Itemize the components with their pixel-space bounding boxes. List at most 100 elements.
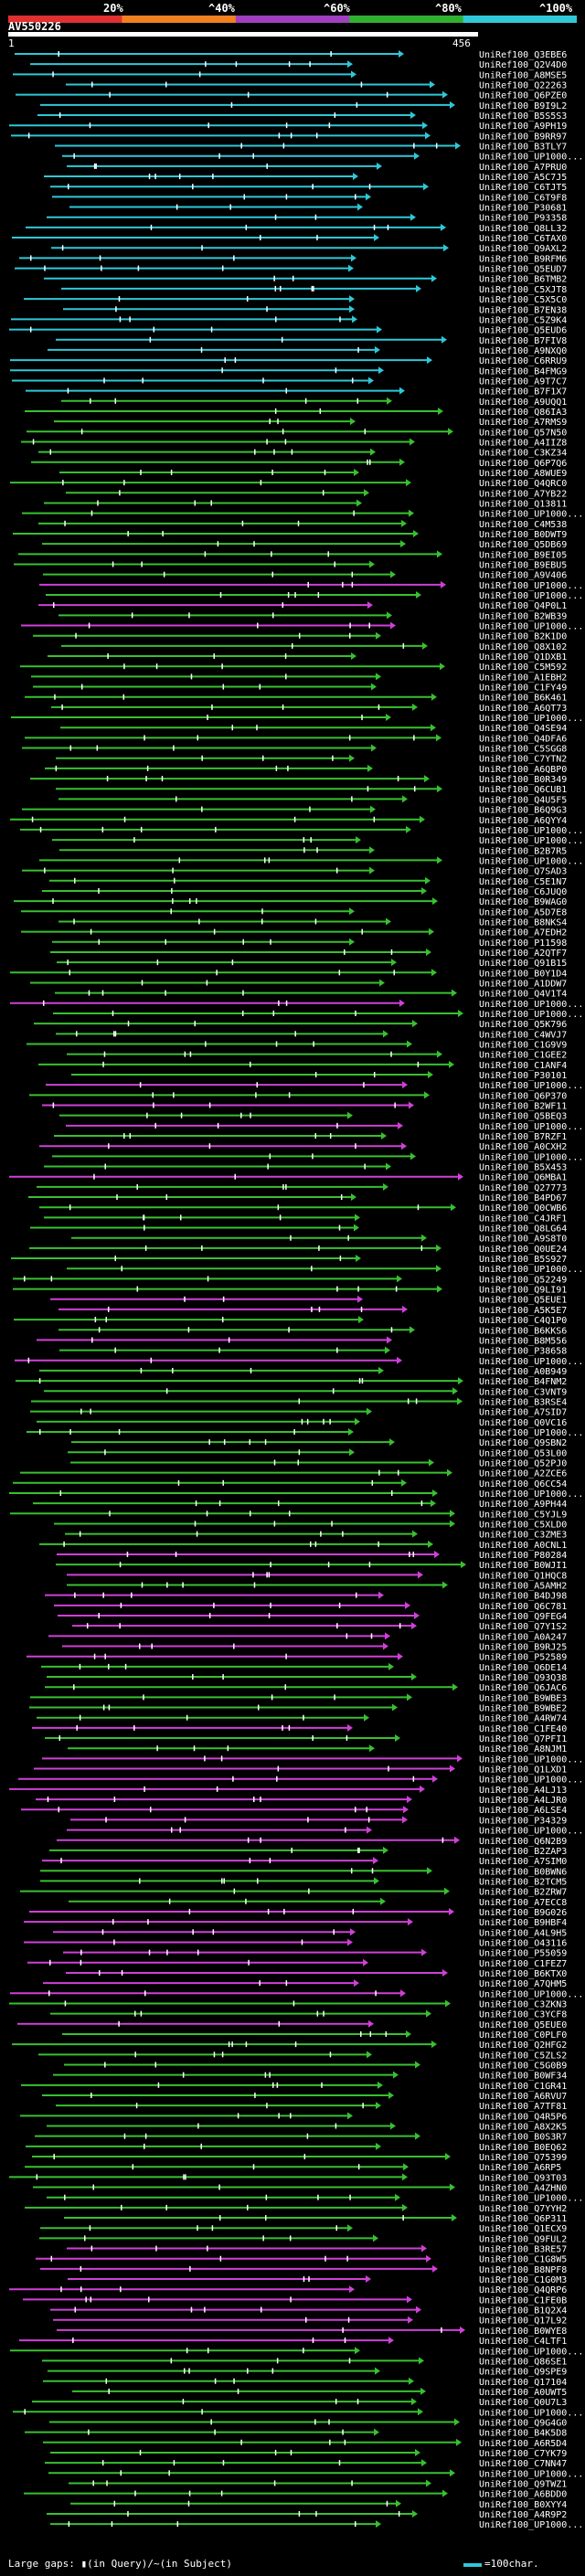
hit-label-link[interactable]: UniRef100_Q0U7L3 [479, 2398, 567, 2408]
hit-label-link[interactable]: UniRef100_Q6P7Q6 [479, 459, 567, 469]
hit-label-link[interactable]: UniRef100_B9WBE2 [479, 1704, 567, 1714]
hit-label-link[interactable]: UniRef100_C5M592 [479, 663, 567, 673]
hit-label-link[interactable]: UniRef100_B9WAG0 [479, 897, 567, 907]
hit-label-link[interactable]: UniRef100_Q9AXL2 [479, 244, 567, 254]
hit-label-link[interactable]: UniRef100_C7YTN2 [479, 755, 567, 765]
hit-label-link[interactable]: UniRef100_B0DWT9 [479, 530, 567, 540]
hit-label-link[interactable]: UniRef100_P52589 [479, 1653, 567, 1663]
hit-label-link[interactable]: UniRef100_B1Q2X4 [479, 2306, 567, 2316]
hit-label-link[interactable]: UniRef100_C6JUQ0 [479, 887, 567, 897]
hit-label-link[interactable]: UniRef100_Q0CWB6 [479, 1203, 567, 1214]
hit-label-link[interactable]: UniRef100_Q6P311 [479, 2214, 567, 2224]
hit-label-link[interactable]: UniRef100_P30101 [479, 1071, 567, 1081]
hit-label-link[interactable]: UniRef100_C1FE0B [479, 2295, 567, 2306]
hit-label-link[interactable]: UniRef100_C4WVJ7 [479, 1030, 567, 1040]
hit-label-link[interactable]: UniRef100_B7RZF1 [479, 1132, 567, 1142]
hit-label-link[interactable]: UniRef100_A9PH19 [479, 122, 567, 132]
hit-label-link[interactable]: UniRef100_UP1000... [479, 591, 583, 601]
hit-label-link[interactable]: UniRef100_Q9SBN2 [479, 1438, 567, 1448]
hit-label-link[interactable]: UniRef100_C7YK79 [479, 2449, 567, 2459]
hit-label-link[interactable]: UniRef100_Q93Q38 [479, 1673, 567, 1683]
hit-label-link[interactable]: UniRef100_A4RW74 [479, 1714, 567, 1724]
hit-label-link[interactable]: UniRef100_Q4QRP6 [479, 2285, 567, 2295]
hit-label-link[interactable]: UniRef100_B9I9L2 [479, 101, 567, 111]
hit-label-link[interactable]: UniRef100_C1G0M3 [479, 2275, 567, 2285]
hit-label-link[interactable]: UniRef100_A4L9H5 [479, 1928, 567, 1938]
hit-label-link[interactable]: UniRef100_B3RSE4 [479, 1397, 567, 1407]
hit-label-link[interactable]: UniRef100_A4IIZ8 [479, 438, 567, 448]
hit-label-link[interactable]: UniRef100_Q6CC54 [479, 1479, 567, 1489]
hit-label-link[interactable]: UniRef100_B7FIV8 [479, 336, 567, 346]
hit-label-link[interactable]: UniRef100_B6KTX0 [479, 1969, 567, 1979]
hit-label-link[interactable]: UniRef100_B2TCM5 [479, 1877, 567, 1887]
hit-label-link[interactable]: UniRef100_A6LSE4 [479, 1806, 567, 1816]
hit-label-link[interactable]: UniRef100_P80284 [479, 1551, 567, 1561]
hit-label-link[interactable]: UniRef100_B9RFM6 [479, 254, 567, 264]
hit-label-link[interactable]: UniRef100_Q86IA3 [479, 408, 567, 418]
hit-label-link[interactable]: UniRef100_A9PH44 [479, 1500, 567, 1510]
hit-label-link[interactable]: UniRef100_UP1000... [479, 622, 583, 632]
hit-label-link[interactable]: UniRef100_C1FY49 [479, 684, 567, 694]
hit-label-link[interactable]: UniRef100_UP1000... [479, 581, 583, 591]
hit-label-link[interactable]: UniRef100_C4JRF1 [479, 1214, 567, 1224]
hit-label-link[interactable]: UniRef100_UP1000... [479, 1776, 583, 1786]
hit-label-link[interactable]: UniRef100_Q5EUE1 [479, 1296, 567, 1306]
hit-label-link[interactable]: UniRef100_A5AMH2 [479, 1582, 567, 1592]
hit-label-link[interactable]: UniRef100_C5YJL9 [479, 1510, 567, 1520]
hit-label-link[interactable]: UniRef100_B4DJ98 [479, 1592, 567, 1602]
hit-label-link[interactable]: UniRef100_Q6MBA1 [479, 1173, 567, 1183]
hit-label-link[interactable]: UniRef100_C5Z9K4 [479, 315, 567, 325]
hit-label-link[interactable]: UniRef100_C4Q1P0 [479, 1316, 567, 1326]
hit-label-link[interactable]: UniRef100_Q0UE24 [479, 1245, 567, 1255]
hit-label-link[interactable]: UniRef100_C4M538 [479, 520, 567, 530]
hit-label-link[interactable]: UniRef100_Q6C781 [479, 1602, 567, 1612]
hit-label-link[interactable]: UniRef100_A6RP5 [479, 2163, 561, 2173]
hit-label-link[interactable]: UniRef100_B8NKS4 [479, 917, 567, 928]
hit-label-link[interactable]: UniRef100_B6Q9G3 [479, 806, 567, 816]
hit-label-link[interactable]: UniRef100_C4LTF1 [479, 2337, 567, 2347]
hit-label-link[interactable]: UniRef100_B3TLY7 [479, 143, 567, 153]
hit-label-link[interactable]: UniRef100_Q4R5P6 [479, 2112, 567, 2122]
hit-label-link[interactable]: UniRef100_A9UQQ1 [479, 398, 567, 408]
hit-label-link[interactable]: UniRef100_UP1000... [479, 826, 583, 836]
hit-label-link[interactable]: UniRef100_C1GR41 [479, 2082, 567, 2092]
hit-label-link[interactable]: UniRef100_B0XYY4 [479, 2500, 567, 2510]
hit-label-link[interactable]: UniRef100_B0Y1D4 [479, 969, 567, 979]
hit-label-link[interactable]: UniRef100_P38658 [479, 1347, 567, 1357]
hit-label-link[interactable]: UniRef100_A2ZCE6 [479, 1469, 567, 1479]
hit-label-link[interactable]: UniRef100_B0WJI1 [479, 1561, 567, 1571]
hit-label-link[interactable]: UniRef100_A7YB22 [479, 489, 567, 499]
hit-label-link[interactable]: UniRef100_C1FE40 [479, 1724, 567, 1734]
hit-label-link[interactable]: UniRef100_B4PD67 [479, 1193, 567, 1203]
hit-label-link[interactable]: UniRef100_B2K1D0 [479, 632, 567, 642]
hit-label-link[interactable]: UniRef100_C5G0B9 [479, 2061, 567, 2071]
hit-label-link[interactable]: UniRef100_B0WYE8 [479, 2327, 567, 2337]
hit-label-link[interactable]: UniRef100_Q86SE1 [479, 2357, 567, 2367]
hit-label-link[interactable]: UniRef100_B4FMG9 [479, 366, 567, 376]
hit-label-link[interactable]: UniRef100_A2QTF7 [479, 949, 567, 959]
hit-label-link[interactable]: UniRef100_Q9G4G0 [479, 2418, 567, 2428]
hit-label-link[interactable]: UniRef100_A9T7C7 [479, 376, 567, 387]
hit-label-link[interactable]: UniRef100_A7SID7 [479, 1408, 567, 1418]
hit-label-link[interactable]: UniRef100_Q52PJ0 [479, 1458, 567, 1468]
hit-label-link[interactable]: UniRef100_B6KKS6 [479, 1326, 567, 1336]
hit-label-link[interactable]: UniRef100_B9WBE3 [479, 1693, 567, 1703]
hit-label-link[interactable]: UniRef100_C1GEE2 [479, 1051, 567, 1061]
hit-label-link[interactable]: UniRef100_Q4U5F5 [479, 795, 567, 805]
hit-label-link[interactable]: UniRef100_Q9TWZ1 [479, 2479, 567, 2489]
hit-label-link[interactable]: UniRef100_A4R9P2 [479, 2510, 567, 2520]
hit-label-link[interactable]: UniRef100_Q8LL32 [479, 224, 567, 234]
hit-label-link[interactable]: UniRef100_B6K461 [479, 694, 567, 704]
hit-label-link[interactable]: UniRef100_B7EN38 [479, 305, 567, 315]
hit-label-link[interactable]: UniRef100_B9G026 [479, 1908, 567, 1918]
hit-label-link[interactable]: UniRef100_C7NN47 [479, 2459, 567, 2469]
hit-label-link[interactable]: UniRef100_P11598 [479, 938, 567, 949]
hit-label-link[interactable]: UniRef100_A6R5D4 [479, 2439, 567, 2449]
hit-label-link[interactable]: UniRef100_Q6N2B9 [479, 1837, 567, 1847]
hit-label-link[interactable]: UniRef100_A0UWT5 [479, 2388, 567, 2398]
hit-label-link[interactable]: UniRef100_A6QT73 [479, 704, 567, 714]
hit-label-link[interactable]: UniRef100_C3ZKN3 [479, 1999, 567, 2009]
hit-label-link[interactable]: UniRef100_P30681 [479, 204, 567, 214]
hit-label-link[interactable]: UniRef100_B0BWN6 [479, 1867, 567, 1877]
hit-label-link[interactable]: UniRef100_Q52249 [479, 1275, 567, 1285]
